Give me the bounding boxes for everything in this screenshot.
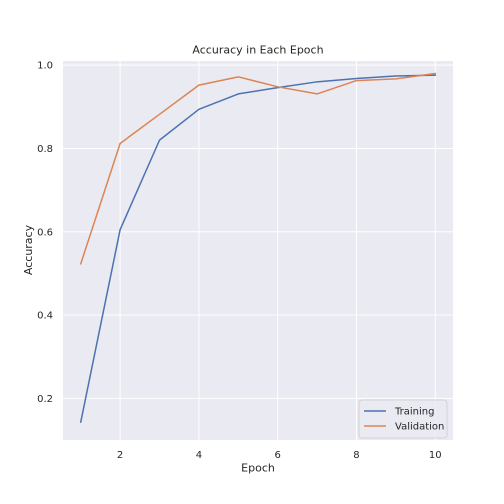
y-axis-ticks: 0.2 0.4 0.6 0.8 1.0 — [37, 61, 53, 405]
legend: Training Validation — [358, 399, 448, 439]
x-tick-label: 6 — [275, 450, 281, 461]
x-tick-label: 2 — [117, 450, 123, 461]
legend-label-validation: Validation — [395, 422, 444, 433]
y-axis-label: Accuracy — [22, 224, 35, 275]
x-tick-label: 8 — [353, 450, 359, 461]
legend-label-training: Training — [394, 407, 434, 418]
x-axis-label: Epoch — [241, 462, 275, 475]
x-tick-label: 4 — [196, 450, 202, 461]
x-tick-label: 10 — [429, 450, 442, 461]
y-tick-label: 1.0 — [37, 61, 53, 72]
y-tick-label: 0.6 — [37, 227, 53, 238]
series-line-training — [79, 74, 437, 423]
chart-title: Accuracy in Each Epoch — [192, 44, 323, 57]
plot-area — [63, 61, 453, 440]
x-axis-ticks: 2 4 6 8 10 — [117, 450, 442, 461]
series-lines — [79, 72, 437, 423]
legend-box — [358, 399, 448, 439]
series-line-validation — [79, 72, 437, 265]
y-tick-label: 0.2 — [37, 394, 53, 405]
grid-lines — [63, 61, 453, 440]
y-tick-label: 0.8 — [37, 144, 53, 155]
y-tick-label: 0.4 — [37, 311, 53, 322]
legend-entries: Training Validation — [364, 407, 444, 433]
